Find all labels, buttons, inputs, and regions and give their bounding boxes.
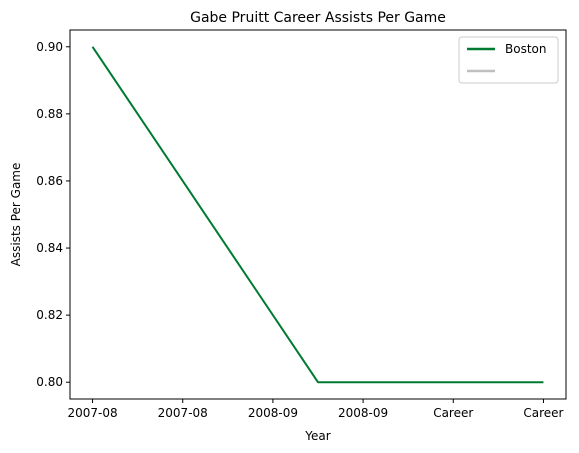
x-tick-label: Career: [523, 406, 563, 420]
y-tick-label: 0.88: [36, 107, 63, 121]
legend: Boston: [459, 37, 558, 83]
y-tick-label: 0.80: [36, 375, 63, 389]
y-tick-label: 0.82: [36, 308, 63, 322]
chart-title: Gabe Pruitt Career Assists Per Game: [190, 10, 446, 26]
y-axis-title: Assists Per Game: [9, 163, 23, 267]
x-tick-label: 2008-09: [248, 406, 298, 420]
y-tick-label: 0.84: [36, 241, 63, 255]
x-tick-label: 2008-09: [338, 406, 388, 420]
plot-area: [70, 30, 566, 399]
x-axis-title: Year: [304, 429, 330, 443]
series-line-boston: [93, 47, 544, 382]
y-tick-label: 0.86: [36, 174, 63, 188]
x-tick-label: 2007-08: [158, 406, 208, 420]
y-axis: 0.80 0.82 0.84 0.86 0.88 0.90: [36, 40, 70, 389]
x-tick-label: Career: [433, 406, 473, 420]
y-tick-label: 0.90: [36, 40, 63, 54]
legend-label: Boston: [505, 42, 546, 56]
x-axis: 2007-08 2007-08 2008-09 2008-09 Career Career: [67, 399, 563, 420]
series-layer: [93, 47, 544, 382]
x-tick-label: 2007-08: [67, 406, 117, 420]
